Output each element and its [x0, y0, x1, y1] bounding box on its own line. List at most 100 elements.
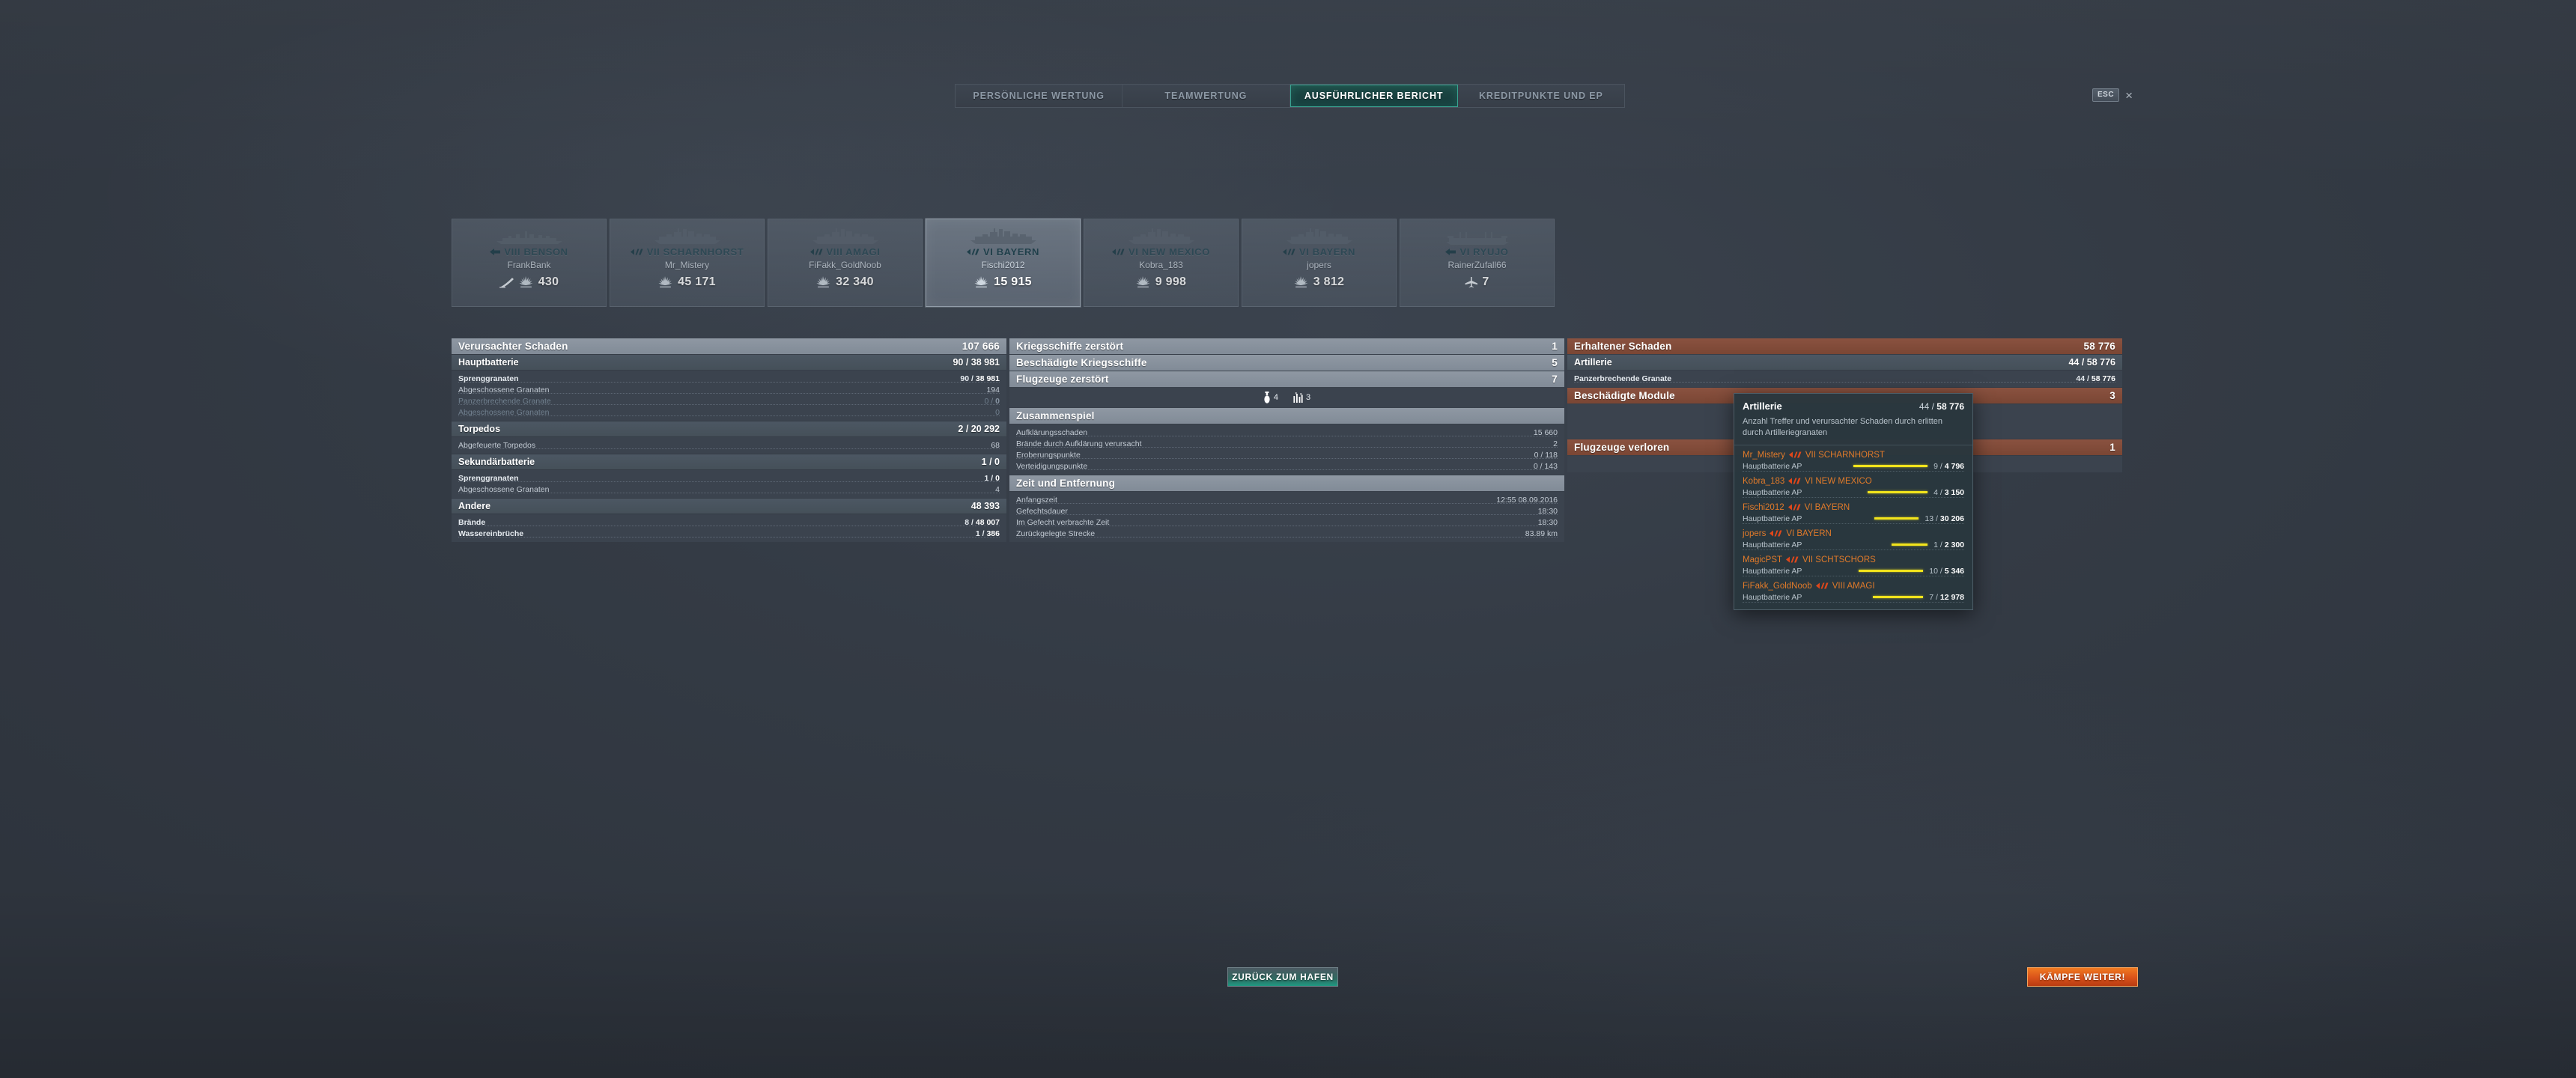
- ship-card-3[interactable]: VIII AMAGI FiFakk_GoldNoob 32 340: [768, 219, 923, 307]
- detail-damage: 38 981: [975, 374, 1000, 383]
- other-details: Brände 8 / 48 007 Wassereinbrüche 1 / 386: [452, 514, 1006, 542]
- time-details: Anfangszeit 12:55 08.09.2016 Gefechtsdauer…: [1009, 492, 1564, 542]
- damage-received-header: Erhaltener Schaden 58 776: [1567, 338, 2122, 354]
- keep-fighting-button[interactable]: KÄMPFE WEITER!: [2027, 967, 2138, 987]
- detail-label: Panzerbrechende Granate: [458, 396, 551, 406]
- tooltip-attacker-player: MagicPST VII SCHTSCHORS: [1743, 555, 1964, 564]
- carrier-icon: [1445, 249, 1456, 255]
- ship-card-2[interactable]: VII SCHARNHORST Mr_Mistery 45 171: [610, 219, 765, 307]
- tooltip-ship-name: VII SCHARNHORST: [1805, 450, 1885, 460]
- ship-player-name: Kobra_183: [1139, 260, 1183, 270]
- secondary-battery-details: Sprenggranaten 1 / 0 Abgeschossene Granate…: [452, 470, 1006, 498]
- tooltip-damage: 58 776: [1936, 401, 1964, 412]
- ship-card-stat: 7: [1465, 275, 1489, 289]
- ship-tier-name: VII SCHARNHORST: [646, 246, 744, 258]
- ship-tier-name: VIII BENSON: [504, 246, 568, 258]
- detail-value: 2: [1553, 439, 1558, 448]
- ship-silhouette-battleship: [654, 228, 720, 244]
- tooltip-source-label: Hauptbatterie AP: [1743, 540, 1802, 549]
- tab-2[interactable]: TEAMWERTUNG: [1123, 85, 1290, 107]
- tooltip-attacker-source-row: Hauptbatterie AP 4 / 3 150: [1743, 487, 1964, 498]
- tooltip-hits: 44: [1919, 401, 1930, 412]
- detail-label: Abgeschossene Granaten: [458, 385, 550, 395]
- back-to-port-button[interactable]: ZURÜCK ZUM HAFEN: [1227, 967, 1338, 987]
- tab-4[interactable]: KREDITPUNKTE UND EP: [1479, 91, 1603, 101]
- ship-card-stat-value: 3 812: [1313, 275, 1345, 288]
- detail-hits: 90: [960, 374, 970, 383]
- torpedoes-details: Abgefeuerte Torpedos 68: [452, 437, 1006, 454]
- tooltip-attacker-source-row: Hauptbatterie AP 7 / 12 978: [1743, 592, 1964, 603]
- tooltip-ship-name: VIII AMAGI: [1832, 581, 1875, 591]
- kills-row-1: Kriegsschiffe zerstört 1: [1009, 338, 1564, 354]
- tooltip-attacker-player: jopers VI BAYERN: [1743, 529, 1964, 538]
- ship-card-1[interactable]: VIII BENSON FrankBank 430: [452, 219, 607, 307]
- tooltip-attacker-player: Fischi2012 VI BAYERN: [1743, 503, 1964, 512]
- ship-card-5[interactable]: VI NEW MEXICO Kobra_183 9 998: [1084, 219, 1239, 307]
- tab-3[interactable]: AUSFÜHRLICHER BERICHT: [1289, 85, 1458, 107]
- ship-tier-name: VI BAYERN: [983, 246, 1039, 258]
- close-icon[interactable]: ×: [2125, 88, 2133, 103]
- bomb-icon: [1264, 392, 1270, 404]
- detail-row: Panzerbrechende Granate 44 / 58 776: [1567, 373, 2122, 384]
- artillery-header-value: 44 / 58 776: [2068, 357, 2115, 368]
- tooltip-attacker-hits: 4: [1933, 487, 1938, 497]
- tooltip-player-name: jopers: [1743, 529, 1767, 538]
- detail-value: 194: [986, 385, 1000, 395]
- damaged-modules-header-label: Beschädigte Module: [1574, 390, 1675, 401]
- ship-card-list: VIII BENSON FrankBank 430 VII SCHARNHORST Mr…: [452, 219, 1555, 307]
- main-battery-header-value: 90 / 38 981: [953, 357, 1000, 368]
- artillery-details: Panzerbrechende Granate 44 / 58 776: [1567, 371, 2122, 387]
- ship-card-stat-value: 9 998: [1155, 275, 1187, 288]
- tooltip-attacker-damage: 30 206: [1939, 514, 1964, 523]
- battleship-icon: [809, 249, 823, 255]
- splash-icon: [1294, 276, 1308, 287]
- splash-icon: [519, 276, 533, 287]
- torpedoes-header-hits: 2: [958, 424, 964, 434]
- detail-value: 1 / 386: [975, 529, 1000, 538]
- battleship-icon: [1112, 249, 1125, 255]
- detail-label: Brände durch Aufklärung verursacht: [1016, 439, 1142, 448]
- detail-damage: 58 776: [2091, 374, 2115, 383]
- ship-card-stat-value: 32 340: [836, 275, 874, 288]
- planes-lost-header-label: Flugzeuge verloren: [1574, 442, 1670, 453]
- destroyer-icon: [490, 249, 501, 255]
- secondary-battery-header: Sekundärbatterie 1 / 0: [452, 454, 1006, 469]
- splash-icon: [1136, 276, 1150, 287]
- ship-title: VII SCHARNHORST: [630, 246, 744, 258]
- battleship-icon: [1787, 504, 1801, 511]
- ship-card-7[interactable]: VI RYUJO RainerZufall66 7: [1400, 219, 1555, 307]
- shell-burst-icon: [1293, 392, 1303, 403]
- detail-label: Aufklärungsschaden: [1016, 427, 1088, 437]
- ship-silhouette-battleship: [970, 228, 1036, 244]
- icon-stat-1: 4: [1263, 392, 1278, 404]
- other-header: Andere 48 393: [452, 499, 1006, 514]
- artillery-header-label: Artillerie: [1574, 357, 1612, 368]
- tooltip-attacker-hits: 13: [1925, 514, 1934, 523]
- tooltip-attacker-value: 1 / 2 300: [1933, 540, 1964, 549]
- damage-dealt-header-value: 107 666: [962, 341, 1000, 352]
- tooltip-header: Artillerie 44 / 58 776 Anzahl Treffer und …: [1734, 394, 1972, 445]
- tab-bar: PERSÖNLICHE WERTUNG TEAMWERTUNG AUSFÜHRLIC…: [955, 84, 1625, 108]
- detail-row: Panzerbrechende Granate 0 / 0: [452, 395, 1006, 406]
- ship-silhouette-destroyer: [496, 231, 562, 244]
- ship-silhouette: [811, 225, 880, 245]
- artillery-header-hits: 44: [2068, 357, 2080, 368]
- esc-key-badge: ESC: [2092, 88, 2120, 102]
- battleship-icon: [967, 249, 979, 255]
- tooltip-attacker-damage: 2 300: [1944, 540, 1964, 549]
- ship-card-stat-value: 7: [1482, 275, 1489, 288]
- torpedoes-header-label: Torpedos: [458, 424, 501, 434]
- tooltip-attacker-hits: 10: [1929, 566, 1938, 576]
- torpedoes-header-damage: 20 292: [970, 424, 1000, 434]
- detail-value: 18:30: [1537, 506, 1558, 516]
- tooltip-player-name: Mr_Mistery: [1743, 450, 1785, 460]
- ship-card-stat: 3 812: [1294, 275, 1345, 289]
- ship-card-6[interactable]: VI BAYERN jopers 3 812: [1242, 219, 1397, 307]
- detail-hits: 8: [965, 517, 970, 527]
- ship-card-4[interactable]: VI BAYERN Fischi2012 15 915: [926, 219, 1081, 307]
- detail-row: Zurückgelegte Strecke 83.89 km: [1009, 528, 1564, 539]
- tooltip-damage-bar: [1892, 543, 1928, 546]
- tab-1[interactable]: PERSÖNLICHE WERTUNG: [956, 85, 1123, 107]
- detail-row: Gefechtsdauer 18:30: [1009, 505, 1564, 517]
